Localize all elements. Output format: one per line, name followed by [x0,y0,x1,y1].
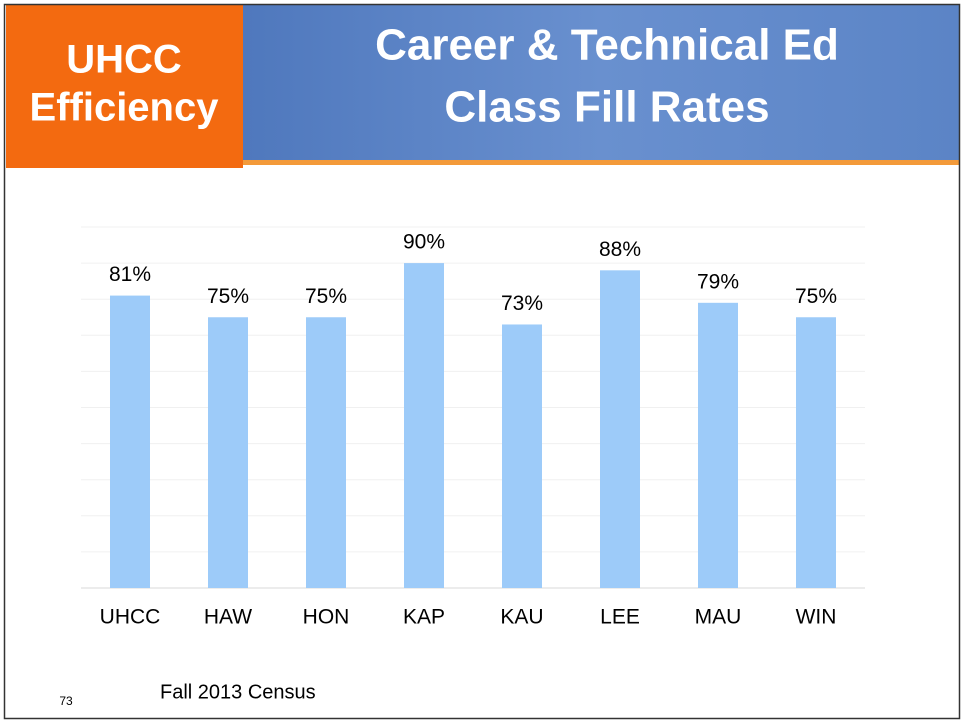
x-tick-label: KAU [500,606,543,629]
bar [698,302,738,588]
data-label: 79% [697,270,739,293]
bar [404,263,444,588]
chart-title: Class Fill Rates [444,83,769,132]
badge-line: Efficiency [30,86,220,130]
data-label: 90% [403,231,445,254]
bar [502,324,542,588]
x-tick-label: HON [303,606,350,629]
data-label: 75% [207,285,249,308]
x-tick-label: KAP [403,606,445,629]
bar [600,270,640,588]
bar [208,317,248,588]
source-note: Fall 2013 Census [160,681,316,703]
badge-line: UHCC [66,38,182,82]
bar [110,295,150,588]
x-tick-label: MAU [695,606,742,629]
data-label: 88% [599,238,641,261]
bar [796,317,836,588]
data-label: 81% [109,263,151,286]
x-tick-label: WIN [796,606,837,629]
data-label: 75% [795,285,837,308]
x-tick-label: HAW [204,606,252,629]
x-tick-label: LEE [600,606,640,629]
title-band [243,4,960,160]
slide-number: 73 [59,694,73,708]
data-label: 73% [501,292,543,315]
badge-box [6,4,243,168]
chart-title: Career & Technical Ed [375,21,839,70]
x-tick-label: UHCC [100,606,161,629]
slide-border [3,3,961,720]
data-label: 75% [305,285,347,308]
bar [306,317,346,588]
title-underline [243,160,960,165]
